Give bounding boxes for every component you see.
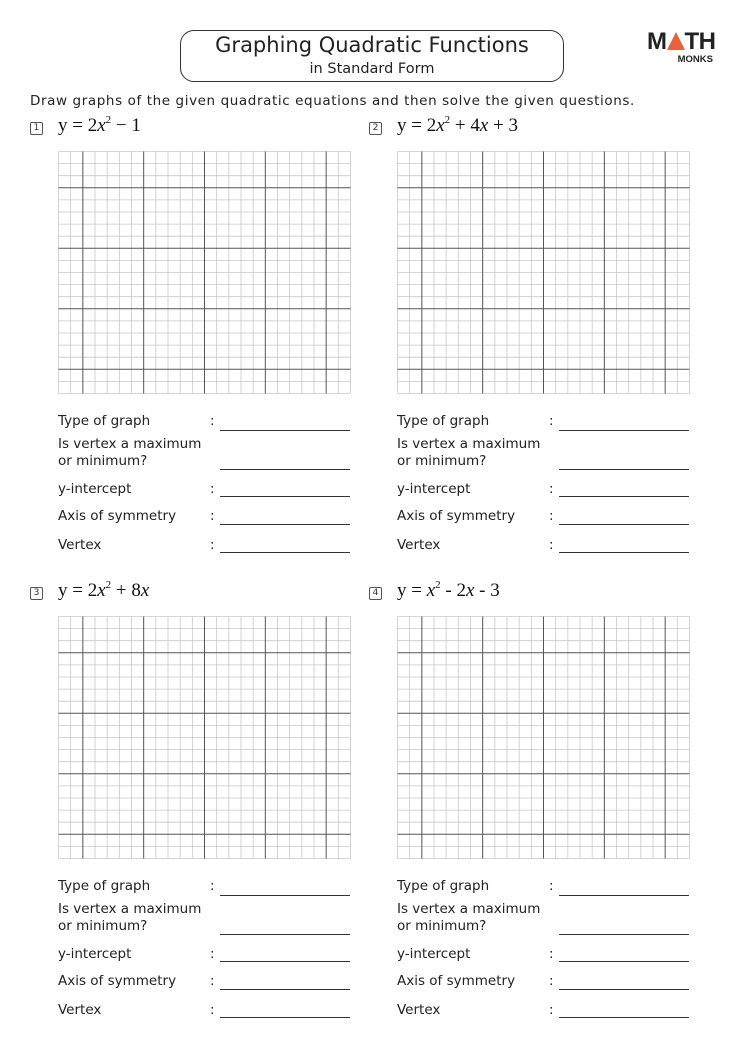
- y-intercept-answer-line[interactable]: [220, 961, 350, 962]
- vertex-max-min-label: Is vertex a maximum or minimum?: [58, 436, 202, 469]
- problem-1: 1 y = 2x2 − 1 Type of graph: Is vertex a ma…: [30, 115, 360, 562]
- axis-of-symmetry-answer-line[interactable]: [559, 989, 689, 990]
- vertex-answer-line[interactable]: [220, 1017, 350, 1018]
- axis-of-symmetry-label: Axis of symmetry: [397, 973, 516, 989]
- vertex-max-min-answer-line[interactable]: [220, 469, 350, 470]
- graph-grid[interactable]: [397, 616, 690, 859]
- colon: :: [210, 413, 215, 429]
- vertex-answer-line[interactable]: [559, 552, 689, 553]
- colon: :: [549, 973, 554, 989]
- title-box: Graphing Quadratic Functions in Standard…: [180, 30, 564, 82]
- triangle-logo-icon: [666, 32, 685, 50]
- y-intercept-label: y-intercept: [58, 481, 132, 497]
- y-intercept-label: y-intercept: [58, 946, 132, 962]
- problem-3: 3 y = 2x2 + 8x Type of graph: Is vertex a m…: [30, 580, 360, 1027]
- y-intercept-answer-line[interactable]: [220, 496, 350, 497]
- graph-grid[interactable]: [58, 616, 351, 859]
- type-of-graph-label: Type of graph: [58, 878, 151, 894]
- problem-number: 3: [30, 587, 43, 600]
- vertex-max-min-label: Is vertex a maximum or minimum?: [58, 901, 202, 934]
- axis-of-symmetry-answer-line[interactable]: [220, 989, 350, 990]
- vertex-answer-line[interactable]: [220, 552, 350, 553]
- type-of-graph-label: Type of graph: [397, 413, 490, 429]
- colon: :: [210, 537, 215, 553]
- colon: :: [210, 973, 215, 989]
- vertex-max-min-answer-line[interactable]: [559, 469, 689, 470]
- vertex-label: Vertex: [397, 1002, 441, 1018]
- math-monks-logo: M TH MONKS: [647, 28, 716, 66]
- problem-number: 2: [369, 122, 382, 135]
- colon: :: [210, 1002, 215, 1018]
- type-of-graph-answer-line[interactable]: [220, 430, 350, 431]
- y-intercept-label: y-intercept: [397, 946, 471, 962]
- colon: :: [210, 481, 215, 497]
- equation: y = x2 - 2x - 3: [397, 579, 500, 602]
- vertex-label: Vertex: [58, 537, 102, 553]
- vertex-max-min-answer-line[interactable]: [220, 934, 350, 935]
- problem-number: 4: [369, 587, 382, 600]
- y-intercept-answer-line[interactable]: [559, 496, 689, 497]
- colon: :: [549, 537, 554, 553]
- vertex-label: Vertex: [58, 1002, 102, 1018]
- page-subtitle: in Standard Form: [309, 61, 435, 77]
- colon: :: [549, 878, 554, 894]
- axis-of-symmetry-label: Axis of symmetry: [397, 508, 516, 524]
- axis-of-symmetry-answer-line[interactable]: [559, 524, 689, 525]
- page-title: Graphing Quadratic Functions: [215, 33, 529, 57]
- colon: :: [210, 946, 215, 962]
- problem-2: 2 y = 2x2 + 4x + 3 Type of graph: Is vertex…: [369, 115, 699, 562]
- axis-of-symmetry-label: Axis of symmetry: [58, 508, 177, 524]
- axis-of-symmetry-label: Axis of symmetry: [58, 973, 177, 989]
- vertex-max-min-label: Is vertex a maximum or minimum?: [397, 901, 541, 934]
- colon: :: [549, 1002, 554, 1018]
- vertex-label: Vertex: [397, 537, 441, 553]
- type-of-graph-label: Type of graph: [58, 413, 151, 429]
- colon: :: [210, 508, 215, 524]
- colon: :: [549, 413, 554, 429]
- type-of-graph-answer-line[interactable]: [559, 430, 689, 431]
- graph-grid[interactable]: [58, 151, 351, 394]
- problem-number: 1: [30, 122, 43, 135]
- colon: :: [549, 508, 554, 524]
- colon: :: [549, 946, 554, 962]
- type-of-graph-answer-line[interactable]: [220, 895, 350, 896]
- equation: y = 2x2 − 1: [58, 114, 141, 137]
- vertex-max-min-label: Is vertex a maximum or minimum?: [397, 436, 541, 469]
- type-of-graph-label: Type of graph: [397, 878, 490, 894]
- colon: :: [210, 878, 215, 894]
- equation: y = 2x2 + 4x + 3: [397, 114, 519, 137]
- graph-grid[interactable]: [397, 151, 690, 394]
- problem-4: 4 y = x2 - 2x - 3 Type of graph: Is vertex …: [369, 580, 699, 1027]
- y-intercept-label: y-intercept: [397, 481, 471, 497]
- colon: :: [549, 481, 554, 497]
- type-of-graph-answer-line[interactable]: [559, 895, 689, 896]
- axis-of-symmetry-answer-line[interactable]: [220, 524, 350, 525]
- equation: y = 2x2 + 8x: [58, 579, 150, 602]
- vertex-answer-line[interactable]: [559, 1017, 689, 1018]
- instructions: Draw graphs of the given quadratic equat…: [30, 93, 635, 109]
- y-intercept-answer-line[interactable]: [559, 961, 689, 962]
- vertex-max-min-answer-line[interactable]: [559, 934, 689, 935]
